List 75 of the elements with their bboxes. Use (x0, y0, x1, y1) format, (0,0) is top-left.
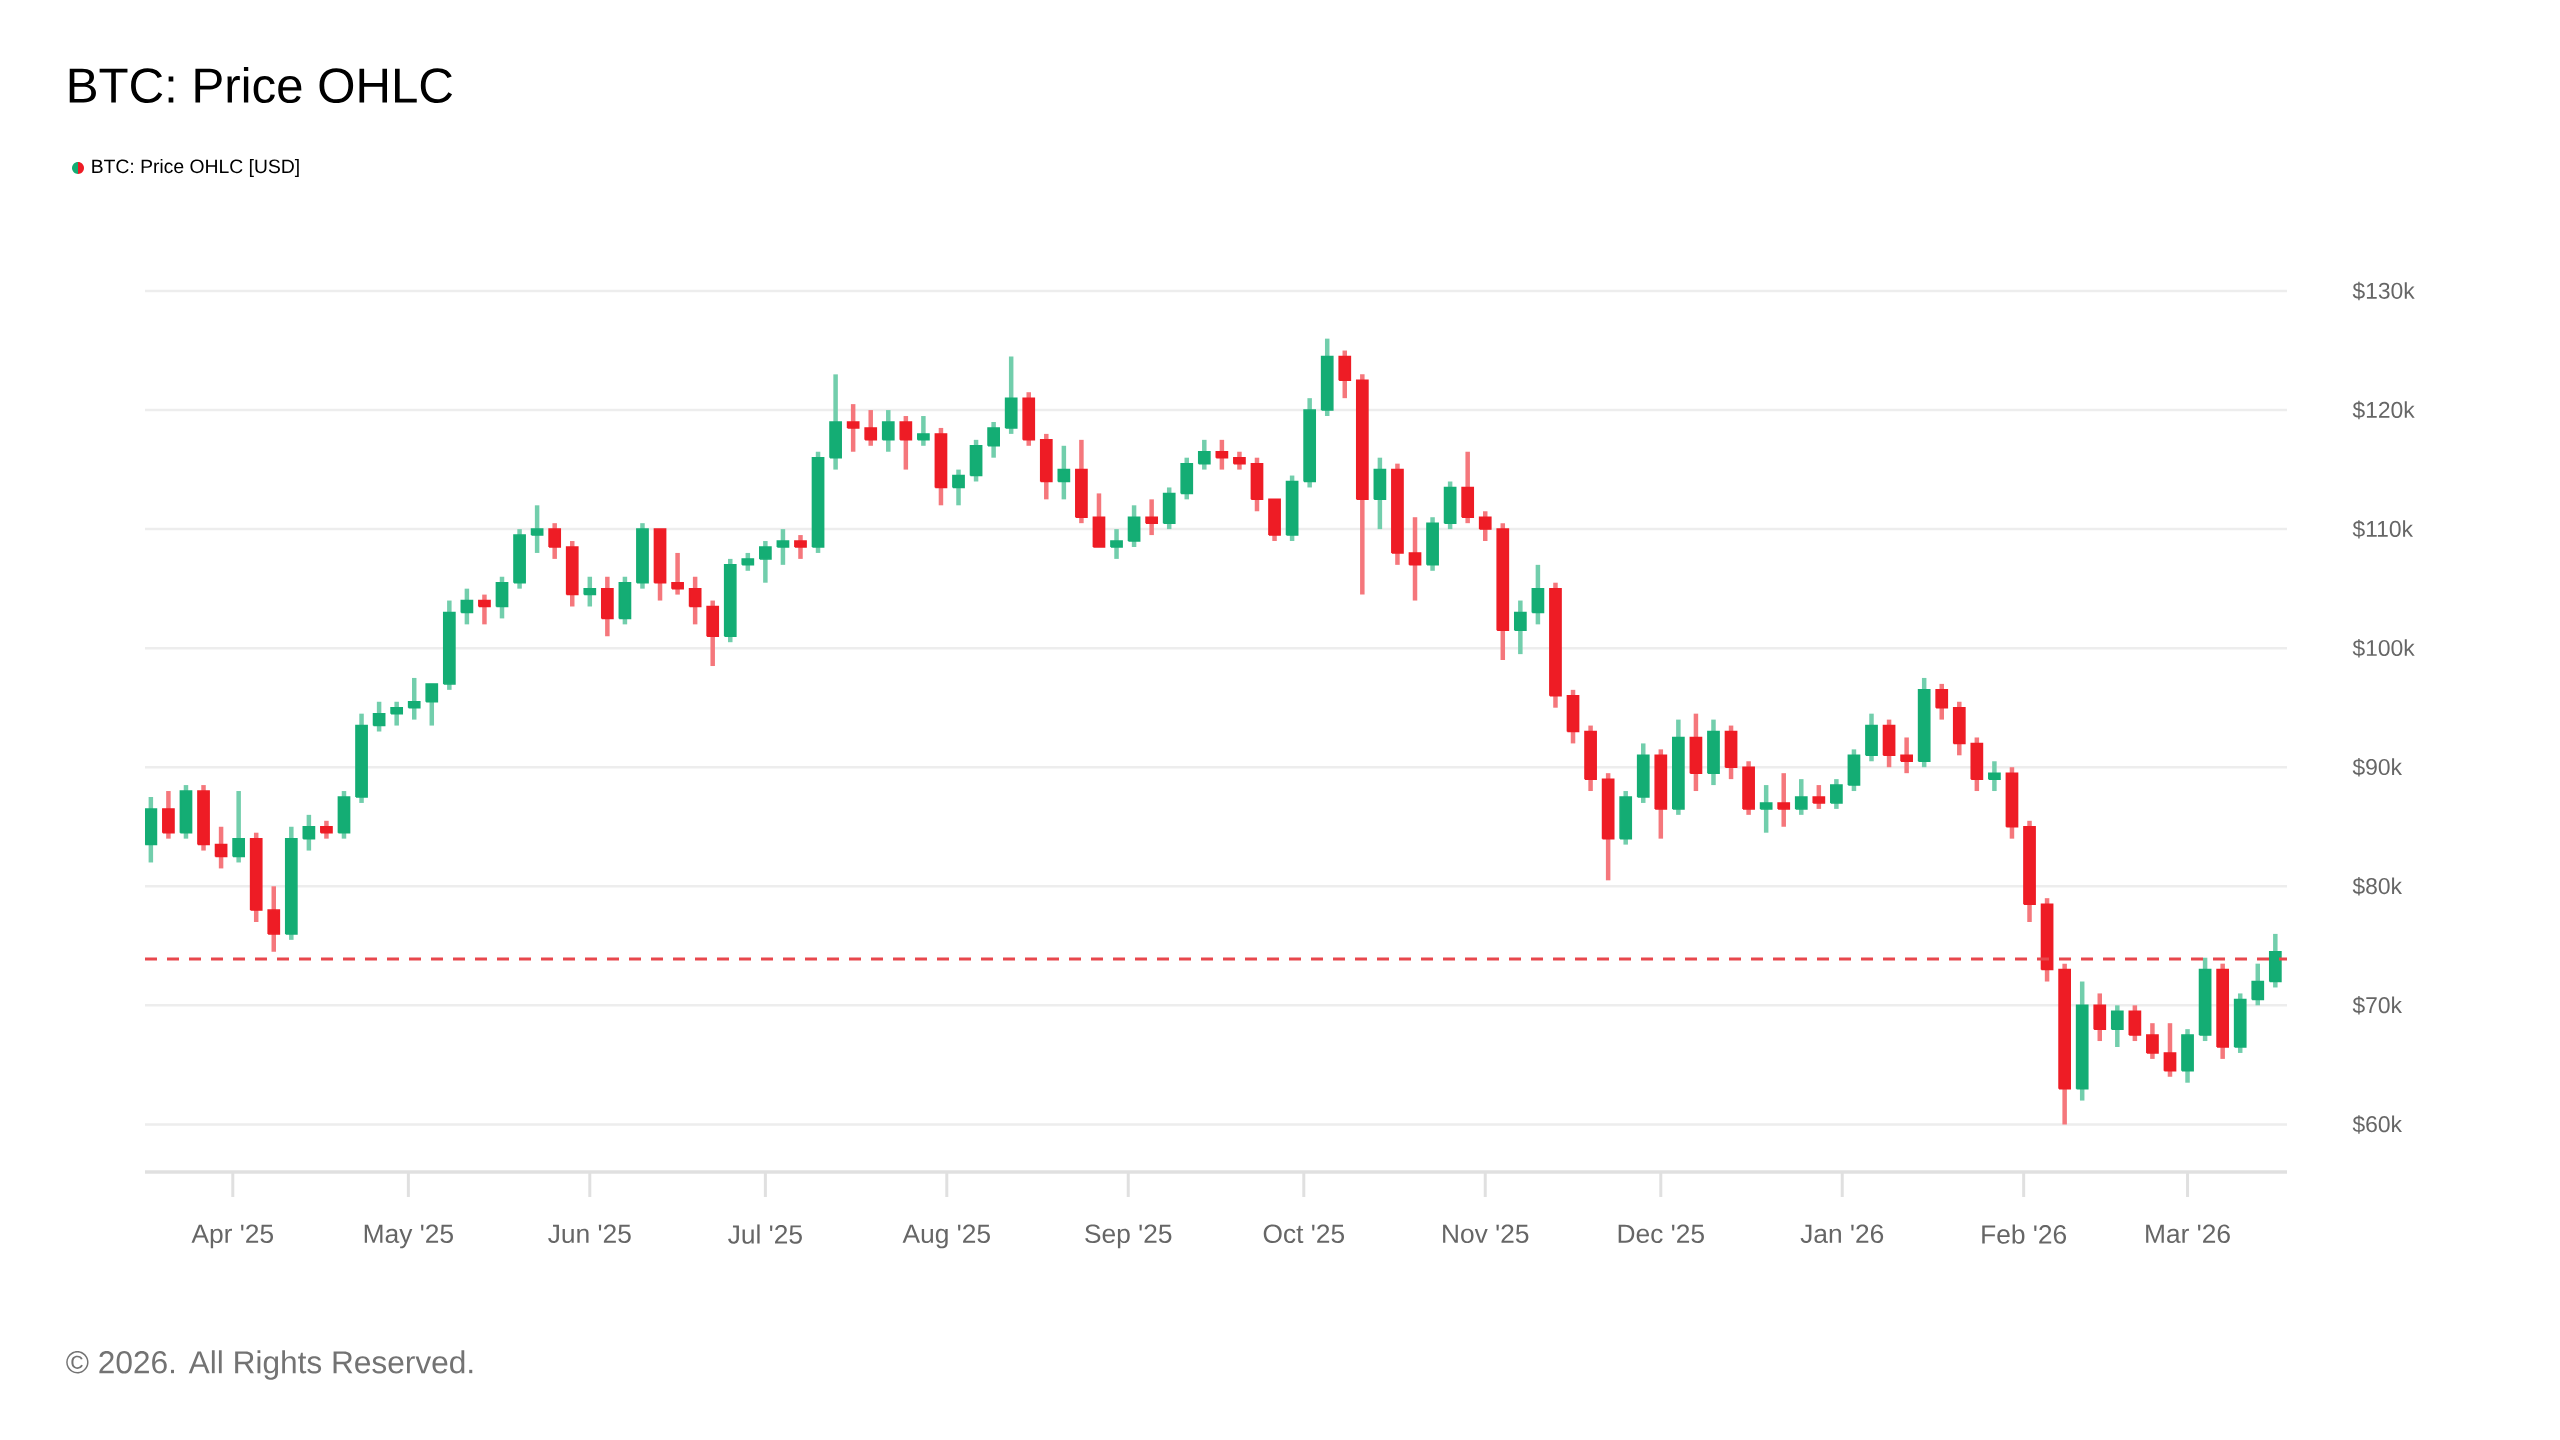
candlestick (460, 588, 474, 625)
candlestick (1777, 773, 1791, 827)
x-tick-label: Aug '25 (902, 1224, 990, 1249)
candlestick (2110, 1005, 2124, 1047)
candlestick (2163, 1023, 2177, 1077)
candlestick (1531, 564, 1545, 625)
x-tick-label: Feb '26 (1982, 1224, 2067, 1244)
candlestick (407, 677, 421, 720)
candlestick (495, 576, 509, 619)
candlestick (864, 410, 878, 446)
candlestick (1478, 511, 1492, 542)
candlestick (425, 683, 439, 726)
candlestick (214, 826, 228, 869)
candlestick (1215, 439, 1229, 470)
candlestick (917, 416, 930, 446)
x-tick-label: Apr '25 (191, 1224, 274, 1249)
candlestick (1057, 445, 1071, 500)
candlestick (759, 541, 772, 583)
x-tick-label: Nov '25 (1443, 1224, 1529, 1244)
candlestick (1110, 529, 1123, 559)
candlestick (987, 421, 1000, 458)
candlestick (2093, 993, 2107, 1042)
candlestick (1513, 600, 1527, 655)
candlestick (776, 529, 790, 565)
candlestick (1127, 505, 1141, 547)
candlestick (232, 791, 246, 863)
candlestick (1408, 517, 1422, 601)
x-tick-label: Oct '25 (1263, 1224, 1345, 1244)
x-tick-label: Mar '26 (2146, 1224, 2230, 1244)
candlestick (1794, 779, 1808, 815)
candlestick (2251, 963, 2265, 1006)
y-tick-label: $110k (2352, 519, 2414, 539)
candlestick (1988, 761, 2001, 792)
candlestick (2146, 1023, 2159, 1059)
candlestick (583, 576, 597, 607)
candlestick (390, 701, 404, 726)
y-tick-label: $60k (2352, 1115, 2403, 1134)
candlestick (688, 576, 702, 625)
y-tick-label: $120k (2352, 400, 2415, 420)
text: © 2026. All Rights Reserved. (66, 1350, 473, 1380)
y-tick-label: $90k (2352, 758, 2403, 777)
candlestick (267, 886, 281, 952)
candlestick (1935, 683, 1949, 720)
candlestick (899, 416, 913, 470)
candlestick (1830, 779, 1843, 809)
candlestick (1812, 785, 1826, 809)
candlestick (1338, 350, 1352, 399)
candlestick (1759, 785, 1773, 833)
x-tick-label: Dec '25 (1618, 1224, 1704, 1244)
candlestick (846, 404, 860, 452)
candlestick (548, 523, 562, 559)
candlestick (1197, 439, 1211, 470)
x-tick-label: Jun '25 (548, 1224, 631, 1244)
candlestick (952, 469, 965, 506)
candlestick (1900, 737, 1913, 774)
candlestick (881, 410, 895, 452)
candlestick (162, 791, 175, 839)
x-tick-label: May '25 (364, 1224, 453, 1249)
x-tick-label: Sep '25 (1085, 1224, 1172, 1249)
x-tick-label: Jul '25 (728, 1224, 802, 1244)
candlestick (302, 814, 316, 851)
y-tick-label: $70k (2352, 996, 2403, 1015)
y-tick-label: $130k (2352, 281, 2415, 301)
candlestick (478, 594, 491, 625)
chart-title: BTC: Price OHLC (69, 66, 453, 104)
y-tick-label: $100k (2352, 638, 2415, 658)
x-tick-label: Jan '26 (1800, 1224, 1884, 1244)
candlestick (2128, 1005, 2142, 1042)
candlestick (1145, 499, 1159, 536)
y-tick-label: $80k (2352, 877, 2403, 896)
legend-label: BTC: Price OHLC [USD] (92, 158, 299, 178)
candlestick (671, 552, 684, 595)
candlestick (530, 505, 544, 553)
candlestick (372, 701, 386, 732)
candlestick (794, 535, 807, 559)
